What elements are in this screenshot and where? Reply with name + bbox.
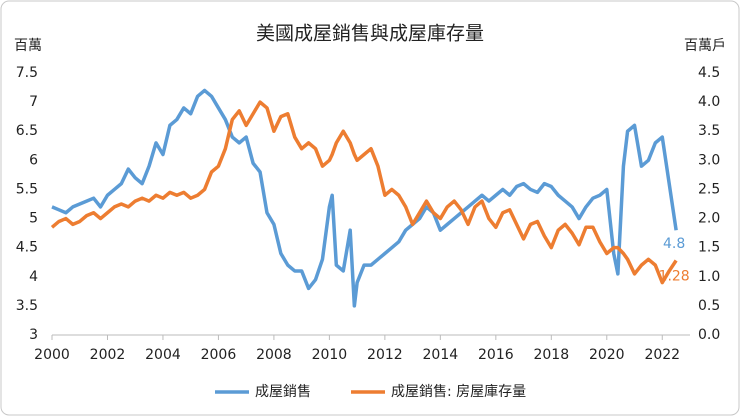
y-tick-label: 4	[29, 269, 38, 285]
y2-tick-label: 0.0	[698, 327, 720, 343]
legend-label: 成屋銷售	[255, 384, 311, 400]
y-tick-label: 5.5	[16, 181, 38, 197]
legend-label: 成屋銷售: 房屋庫存量	[391, 383, 526, 400]
x-tick-label: 2006	[201, 347, 237, 363]
y2-tick-label: 4.0	[698, 94, 720, 110]
y-tick-label: 4.5	[16, 240, 38, 256]
data-label: 1.28	[659, 268, 690, 284]
y2-tick-label: 1.5	[698, 240, 720, 256]
y-axis-label: 百萬	[14, 38, 42, 54]
x-tick-label: 2014	[423, 347, 459, 363]
x-tick-label: 2000	[34, 347, 70, 363]
x-tick-label: 2012	[367, 347, 403, 363]
x-tick-label: 2010	[312, 347, 348, 363]
y2-axis-label: 百萬戶	[684, 38, 726, 54]
data-label: 4.8	[663, 236, 685, 252]
x-tick-label: 2020	[589, 347, 625, 363]
y2-tick-label: 2.5	[698, 181, 720, 197]
y2-tick-label: 2.0	[698, 211, 720, 227]
y2-tick-label: 0.5	[698, 298, 720, 314]
y2-tick-label: 3.5	[698, 123, 720, 139]
series-line	[51, 88, 678, 308]
chart-title: 美國成屋銷售與成屋庫存量	[256, 23, 484, 45]
y-tick-label: 7	[29, 94, 38, 110]
y2-tick-label: 1.0	[698, 269, 720, 285]
x-tick-label: 2016	[478, 347, 514, 363]
y2-tick-label: 3.0	[698, 152, 720, 168]
x-tick-label: 2008	[256, 347, 292, 363]
y-tick-label: 6.5	[16, 123, 38, 139]
y-tick-label: 3	[29, 327, 38, 343]
series-line	[50, 100, 678, 285]
y-tick-label: 7.5	[16, 65, 38, 81]
x-tick-label: 2018	[533, 347, 569, 363]
y-tick-label: 6	[29, 152, 38, 168]
y-tick-label: 3.5	[16, 298, 38, 314]
x-tick-label: 2002	[90, 347, 126, 363]
x-tick-label: 2004	[145, 347, 181, 363]
y2-tick-label: 4.5	[698, 65, 720, 81]
y-tick-label: 5	[29, 211, 38, 227]
x-tick-label: 2022	[644, 347, 680, 363]
